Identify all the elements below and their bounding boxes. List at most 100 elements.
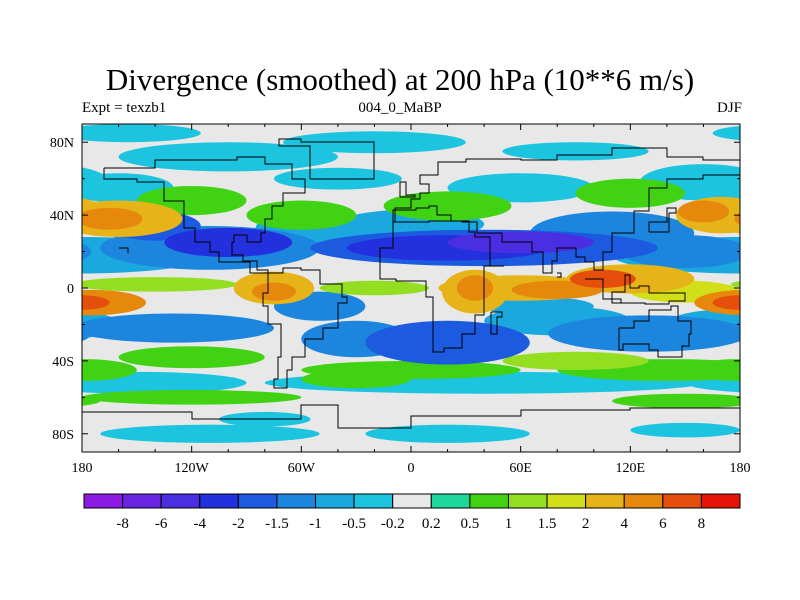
field-cell	[612, 393, 740, 409]
field-cell	[365, 424, 530, 443]
colorbar-box	[469, 493, 509, 509]
lon-tick-label: 0	[408, 461, 415, 476]
coastline	[618, 305, 692, 358]
experiment-label: Expt = texzb1	[82, 100, 167, 116]
field-cell	[82, 295, 110, 310]
field-cell	[82, 243, 92, 260]
field-cell	[82, 325, 92, 342]
field-cell	[712, 126, 740, 141]
colorbar-label: -0.5	[342, 516, 366, 532]
lat-tick-label: 80S	[52, 428, 74, 443]
field-cell	[251, 282, 296, 301]
lat-tick-label: 40S	[52, 355, 74, 370]
colorbar-label: 6	[659, 516, 667, 532]
colorbar-box	[700, 493, 741, 509]
field-cell	[575, 178, 686, 208]
field-cell	[630, 422, 740, 438]
coastlines	[82, 138, 740, 429]
colorbar-label: -8	[116, 516, 129, 532]
field-cell	[82, 371, 247, 394]
field-cell	[82, 289, 146, 316]
map-title: Divergence (smoothed) at 200 hPa (10**6 …	[105, 62, 695, 97]
coastline	[82, 404, 740, 429]
field-cell	[118, 346, 265, 369]
lon-tick-label: 180	[72, 461, 93, 476]
coastline	[379, 220, 504, 353]
axis-ticks: 180 120W 60W 0 60E 120E 180 80N 40N 0 40S 80S	[50, 124, 751, 476]
colorbar-box	[160, 493, 201, 509]
coastline	[399, 181, 416, 198]
colorbar-box	[430, 493, 471, 509]
season-label: DJF	[716, 100, 742, 116]
colorbar-label: -6	[155, 516, 168, 532]
lat-tick-label: 0	[67, 282, 74, 297]
colorbar-box	[122, 493, 162, 509]
colorbar-box	[315, 493, 355, 509]
field-cell	[685, 359, 740, 381]
colorbar-label: 4	[620, 516, 628, 532]
field-cell	[100, 424, 320, 443]
field-cell	[456, 275, 494, 301]
field-cell	[712, 295, 740, 310]
coastline	[262, 267, 348, 389]
field-cell	[548, 315, 740, 352]
lat-tick-label: 40N	[50, 209, 74, 224]
field-cell	[730, 281, 740, 288]
field-cell	[82, 167, 110, 198]
lat-tick-label: 80N	[50, 136, 74, 151]
colorbar-label: -4	[194, 516, 207, 532]
colorbar-box	[199, 493, 239, 509]
colorbar-label: 1	[505, 516, 513, 532]
field-cell	[164, 227, 293, 258]
field-cell	[82, 390, 302, 405]
coastline	[648, 207, 677, 233]
field-cell	[383, 191, 512, 221]
field-cell	[82, 207, 143, 230]
colorbar-box	[507, 493, 548, 509]
field-cell	[319, 280, 430, 296]
lon-tick-label: 60W	[288, 461, 316, 476]
colorbar-box	[662, 493, 702, 509]
subtitle: 004_0_MaBP	[358, 100, 442, 116]
lon-tick-label: 60E	[509, 461, 532, 476]
field-cell	[82, 277, 238, 292]
field-cell	[365, 320, 530, 365]
field-cell	[734, 212, 740, 225]
colorbar-box	[276, 493, 317, 509]
colorbar-label: 2	[582, 516, 590, 532]
colorbar-label: -1.5	[265, 516, 289, 532]
coastline	[392, 147, 740, 274]
colorbar-label: 0.2	[422, 516, 441, 532]
colorbar-label: -2	[232, 516, 245, 532]
colorbar: -8 -6 -4 -2 -1.5 -1 -0.5 -0.2 0.2 0.5 1 1.5 2 4 6 8	[83, 493, 741, 532]
field-cell	[82, 396, 101, 406]
coastline	[119, 247, 129, 253]
field-cell	[82, 313, 274, 343]
colorbar-box	[237, 493, 278, 509]
field-cell	[246, 200, 357, 230]
field-cell	[502, 351, 649, 370]
field-cell	[677, 200, 730, 223]
colorbar-label: -0.2	[381, 516, 405, 532]
colorbar-box	[623, 493, 664, 509]
coastline	[557, 272, 562, 278]
colorbar-label: 0.5	[461, 516, 480, 532]
lon-tick-label: 180	[730, 461, 751, 476]
colorbar-label: 8	[698, 516, 706, 532]
field-cell	[484, 297, 594, 316]
coastline	[490, 311, 503, 335]
field-cell	[730, 322, 740, 335]
field-cell	[694, 290, 740, 316]
colorbar-box	[392, 493, 432, 509]
colorbar-box	[585, 493, 625, 509]
coastline	[585, 274, 686, 305]
colorbar-box	[83, 493, 124, 509]
colorbar-label: -1	[309, 516, 322, 532]
field-cell	[502, 142, 649, 161]
coastline	[278, 138, 375, 180]
field-cell	[301, 370, 411, 389]
lon-tick-label: 120E	[616, 461, 646, 476]
colorbar-box	[546, 493, 587, 509]
colorbar-box	[353, 493, 394, 509]
